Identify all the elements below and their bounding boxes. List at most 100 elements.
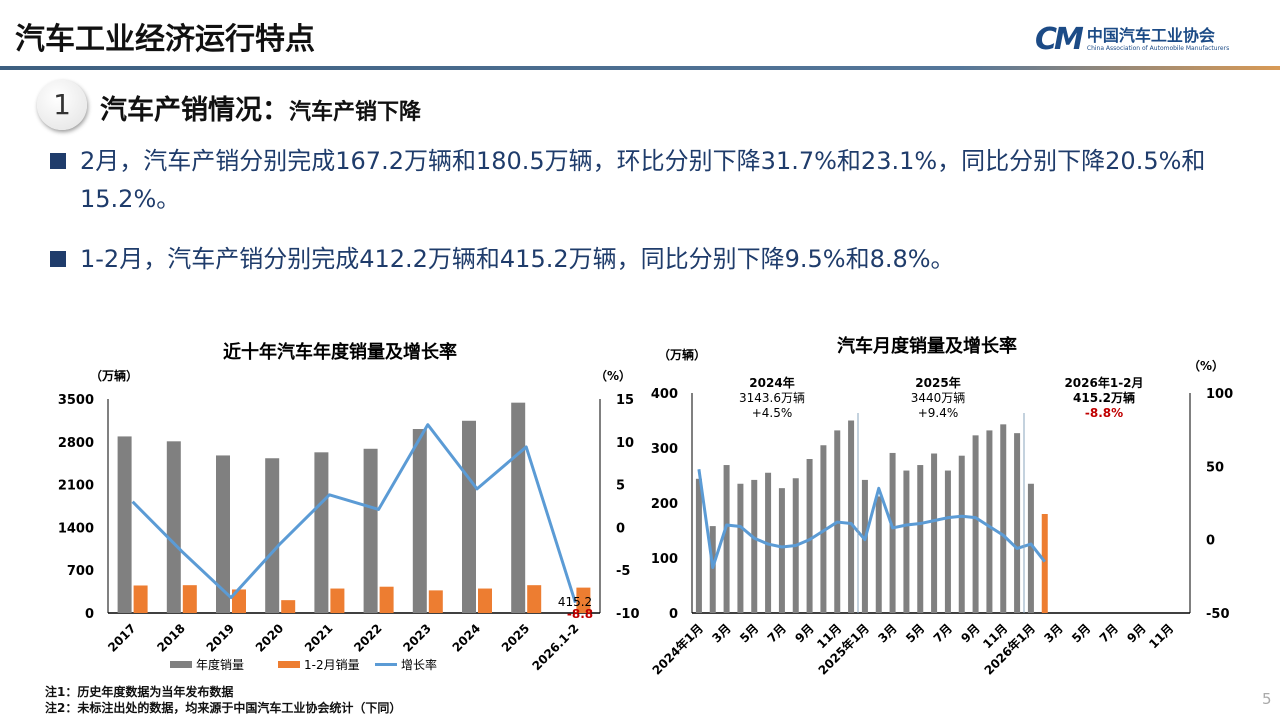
current-month-sales-bar (1041, 514, 1048, 613)
header-divider (0, 66, 1280, 70)
growth-rate-line (131, 423, 577, 604)
x-tick-label: 5月 (737, 621, 761, 645)
monthly-sales-bar (1014, 433, 1021, 613)
monthly-sales-bar (1000, 424, 1007, 613)
jan-feb-sales-bar (281, 600, 296, 613)
y2-tick-label: 100 (1206, 387, 1233, 402)
legend-swatch-growth (375, 663, 397, 666)
section-subtitle: 汽车产销下降 (289, 100, 422, 125)
monthly-sales-bar (958, 455, 965, 613)
monthly-sales-bar (972, 435, 979, 613)
jan-feb-sales-bar (330, 588, 345, 613)
y2-tick-label: 0 (1206, 534, 1215, 549)
page-title: 汽车工业经济运行特点 (15, 22, 315, 57)
monthly-sales-bar (695, 478, 702, 613)
bullet-item: 2月，汽车产销分别完成167.2万辆和180.5万辆，环比分别下降31.7%和2… (50, 142, 1250, 218)
monthly-sales-chart: 汽车月度销量及增长率 （万辆） （%） 400 300 200 100 0 100 50 0 -… (649, 335, 1233, 678)
x-tick-label: 2022 (351, 621, 385, 655)
annual-sales-bar (511, 402, 526, 613)
y-tick-label: 400 (651, 387, 678, 402)
period-annotation: 3440万辆 (911, 391, 966, 405)
jan-feb-sales-bar (478, 588, 492, 613)
annual-sales-bar (314, 452, 329, 613)
x-tick-label: 5月 (1069, 621, 1093, 645)
monthly-sales-bar (1027, 483, 1034, 613)
monthly-sales-bar (875, 496, 882, 613)
monthly-sales-bar (861, 479, 868, 613)
x-tick-label: 2024年1月 (649, 621, 706, 678)
x-tick-label: 2023 (400, 621, 434, 655)
page-number: 5 (1262, 690, 1272, 708)
growth-rate-line (697, 469, 1046, 570)
jan-feb-sales-bar (527, 585, 542, 613)
x-tick-label: 11月 (1146, 621, 1176, 651)
period-annotation: 2024年 (749, 375, 794, 390)
annual-sales-chart: 近十年汽车年度销量及增长率 （万辆） （%） 3500 2800 2100 1400 7… (58, 341, 640, 673)
monthly-sales-bar (889, 452, 896, 613)
jan-feb-sales-bar (379, 586, 394, 613)
jan-feb-sales-bar (182, 585, 197, 613)
period-annotation: 415.2万辆 (1073, 390, 1135, 405)
monthly-sales-bar (723, 465, 730, 613)
jan-feb-sales-bar (232, 589, 246, 613)
legend-swatch-jan-feb (278, 661, 300, 668)
bullet-square-icon (50, 251, 66, 267)
x-tick-label: 2017 (105, 621, 139, 655)
y2-tick-label: -10 (616, 607, 640, 622)
x-tick-label: 3月 (1041, 621, 1065, 645)
logo-en: China Association of Automobile Manufact… (1086, 45, 1230, 52)
y2-tick-label: -50 (1206, 607, 1230, 622)
y2-axis-label: （%） (595, 368, 631, 383)
annual-sales-bar (363, 448, 378, 613)
section-heading: 汽车产销情况：汽车产销下降 (100, 88, 421, 127)
y-tick-label: 300 (651, 442, 678, 457)
period-annotation: +9.4% (918, 406, 959, 420)
y-tick-label: 0 (669, 607, 678, 622)
jan-feb-sales-bar (428, 590, 443, 613)
logo-cn: 中国汽车工业协会 (1086, 26, 1215, 45)
legend: 年度销量 1-2月销量 增长率 (170, 657, 437, 672)
annual-sales-bar (216, 455, 230, 613)
annual-sales-bar (117, 436, 132, 613)
y-tick-label: 3500 (58, 393, 94, 408)
legend-label: 增长率 (401, 657, 437, 672)
bullet-text: 1-2月，汽车产销分别完成412.2万辆和415.2万辆，同比分别下降9.5%和… (80, 245, 955, 273)
y-axis-label: （万辆） (90, 368, 138, 383)
period-annotation: 2025年 (915, 375, 960, 390)
annual-sales-bar (412, 429, 427, 613)
y2-axis-label: （%） (1188, 358, 1224, 373)
bullet-item: 1-2月，汽车产销分别完成412.2万辆和415.2万辆，同比分别下降9.5%和… (50, 240, 1250, 278)
y2-tick-label: -5 (616, 564, 630, 579)
jan-feb-sales-bar (133, 585, 148, 613)
x-tick-label: 9月 (1124, 621, 1148, 645)
period-annotation: -8.8% (1085, 406, 1123, 420)
bullet-text: 2月，汽车产销分别完成167.2万辆和180.5万辆，环比分别下降31.7%和2… (80, 147, 1206, 213)
y-tick-label: 2100 (58, 479, 94, 494)
caam-logo: CM 中国汽车工业协会 China Association of Automob… (1035, 22, 1229, 57)
x-tick-label: 9月 (792, 621, 816, 645)
monthly-sales-bar (709, 526, 716, 613)
monthly-sales-bar (751, 479, 758, 613)
x-tick-label: 9月 (958, 621, 982, 645)
legend-label: 1-2月销量 (304, 658, 360, 672)
y2-tick-label: 50 (1206, 460, 1224, 475)
monthly-sales-bar (778, 488, 785, 613)
x-tick-label: 2018 (154, 621, 188, 655)
y2-tick-label: 10 (616, 436, 634, 451)
bullet-square-icon (50, 153, 66, 169)
monthly-sales-bar (806, 459, 813, 613)
monthly-sales-bar (944, 470, 951, 613)
period-annotation: 2026年1-2月 (1064, 375, 1143, 390)
chart-title: 汽车月度销量及增长率 (837, 335, 1017, 357)
y2-tick-label: 5 (616, 479, 625, 494)
x-tick-label: 7月 (765, 621, 789, 645)
x-tick-label: 7月 (1097, 621, 1121, 645)
monthly-sales-bar (931, 453, 938, 613)
jan-feb-sales-bar (576, 587, 591, 613)
data-label-growth: -8.8 (567, 607, 593, 621)
monthly-sales-bar (903, 470, 910, 613)
annual-sales-bar (462, 420, 476, 613)
y2-tick-label: 0 (616, 521, 625, 536)
footnote: 注1：历史年度数据为当年发布数据 (45, 685, 234, 699)
x-tick-label: 2020 (253, 621, 287, 655)
